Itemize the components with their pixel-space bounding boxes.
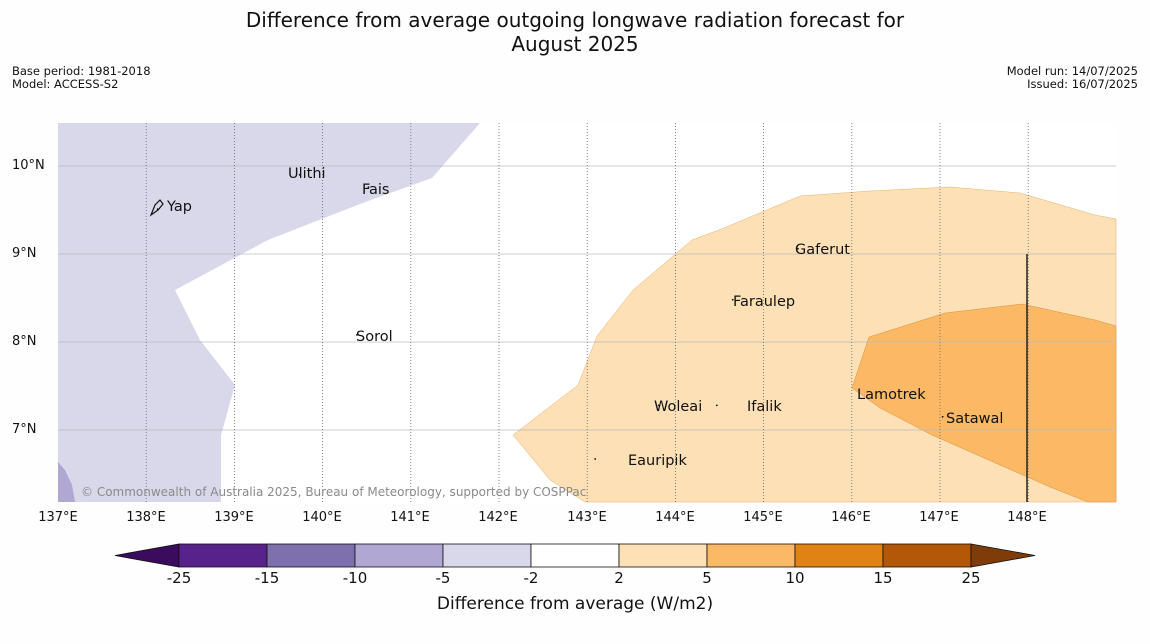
colorbar-label: -5 [435, 569, 451, 587]
place-marker [594, 458, 597, 460]
place-eauripik: Eauripik [628, 453, 687, 469]
colorbar-label: 2 [614, 569, 624, 587]
colorbar-label: 5 [702, 569, 712, 587]
place-yap: Yap [167, 199, 192, 215]
colorbar-label: -10 [342, 569, 368, 587]
anomaly-region-pos5-pos10 [851, 303, 1117, 503]
lat-label-9n: 9°N [12, 246, 37, 261]
meta-right: Model run: 14/07/2025 Issued: 16/07/2025 [1007, 65, 1138, 91]
anomaly-region-neg5-neg10 [58, 462, 75, 502]
meta-left: Base period: 1981-2018 Model: ACCESS-S2 [12, 65, 151, 91]
lon-label-147e: 147°E [919, 510, 959, 525]
lon-label-137e: 137°E [38, 510, 78, 525]
place-marker [156, 208, 159, 211]
lon-label-144e: 144°E [655, 510, 695, 525]
place-marker [797, 247, 799, 250]
place-marker [356, 334, 358, 336]
lon-label-148e: 148°E [1007, 510, 1047, 525]
title-line-1: Difference from average outgoing longwav… [245, 8, 905, 32]
lat-label-7n: 7°N [12, 422, 37, 437]
lat-label-10n: 10°N [12, 158, 45, 173]
place-marker [880, 392, 882, 394]
colorbar-cell [882, 543, 972, 568]
colorbar-cell [794, 543, 884, 568]
lon-label-140e: 140°E [302, 510, 342, 525]
anomaly-region-neg2-neg5 [58, 123, 480, 502]
base-period-text: Base period: 1981-2018 [12, 64, 151, 78]
place-ifalik: Ifalik [747, 399, 782, 415]
place-ulithi: Ulithi [288, 166, 326, 182]
lon-label-145e: 145°E [743, 510, 783, 525]
colorbar-label: 15 [873, 569, 893, 587]
colorbar-arrow-left [114, 543, 180, 568]
colorbar-label: -25 [166, 569, 192, 587]
place-marker [715, 404, 718, 407]
place-gaferut: Gaferut [795, 242, 850, 258]
colorbar-cell [618, 543, 708, 568]
place-marker [657, 404, 660, 407]
place-marker [367, 186, 370, 189]
model-run-text: Model run: 14/07/2025 [1006, 64, 1138, 78]
place-faraulep: Faraulep [733, 294, 796, 310]
copyright-text: © Commonwealth of Australia 2025, Bureau… [81, 485, 587, 499]
lon-label-139e: 139°E [214, 510, 254, 525]
map-title: Difference from average outgoing longwav… [0, 8, 1150, 56]
place-fais: Fais [362, 182, 390, 198]
colorbar-cell [178, 543, 268, 568]
yap-island-shape [149, 199, 164, 217]
lon-label-142e: 142°E [478, 510, 518, 525]
colorbar-label: -15 [254, 569, 280, 587]
place-sorol: Sorol [356, 329, 393, 345]
issued-text: Issued: 16/07/2025 [1027, 77, 1138, 91]
title-line-2: August 2025 [511, 32, 639, 56]
colorbar-label: 10 [785, 569, 805, 587]
lat-label-8n: 8°N [12, 334, 37, 349]
colorbar-arrow-right [970, 543, 1036, 568]
colorbar-title: Difference from average (W/m2) [436, 594, 714, 614]
colorbar-cell [530, 543, 620, 568]
map-grid [58, 123, 1116, 502]
place-marker [941, 415, 944, 418]
place-satawal: Satawal [946, 411, 1004, 427]
colorbar-label: 25 [961, 569, 981, 587]
lon-label-141e: 141°E [390, 510, 430, 525]
lon-label-143e: 143°E [567, 510, 607, 525]
model-text: Model: ACCESS-S2 [12, 77, 119, 91]
place-lamotrek: Lamotrek [857, 387, 926, 403]
colorbar-cell [266, 543, 356, 568]
lon-label-138e: 138°E [126, 510, 166, 525]
place-markers [156, 173, 944, 460]
colorbar-cell [354, 543, 444, 568]
lon-label-146e: 146°E [831, 510, 871, 525]
place-marker [298, 173, 301, 176]
colorbar-cell [706, 543, 796, 568]
colorbar-cell [442, 543, 532, 568]
place-woleai: Woleai [654, 399, 703, 415]
colorbar-label: -2 [523, 569, 539, 587]
place-marker [731, 298, 734, 301]
colorbar-cells [114, 543, 1036, 568]
